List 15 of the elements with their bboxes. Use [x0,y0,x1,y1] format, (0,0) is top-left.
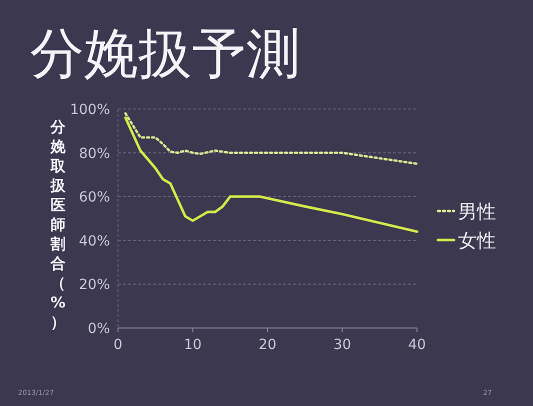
x-tick-label: 20 [258,337,276,353]
x-tick-label: 40 [408,337,426,353]
legend-label: 男性 [458,201,496,223]
text: 分娩取扱医師割合（%） [50,118,66,331]
chart-title: 分娩扱予測 [30,22,300,85]
y-tick-label: 20% [78,277,110,294]
y-tick-label: 0% [88,321,110,337]
legend-label: 女性 [458,230,496,252]
x-tick-label: 10 [184,337,202,353]
x-tick-label: 30 [333,337,352,353]
y-tick-label: 100% [70,102,110,118]
y-tick-label: 60% [78,190,110,206]
x-tick-label: 0 [114,337,122,353]
y-tick-label: 80% [78,146,110,162]
y-tick-label: 40% [78,233,110,250]
